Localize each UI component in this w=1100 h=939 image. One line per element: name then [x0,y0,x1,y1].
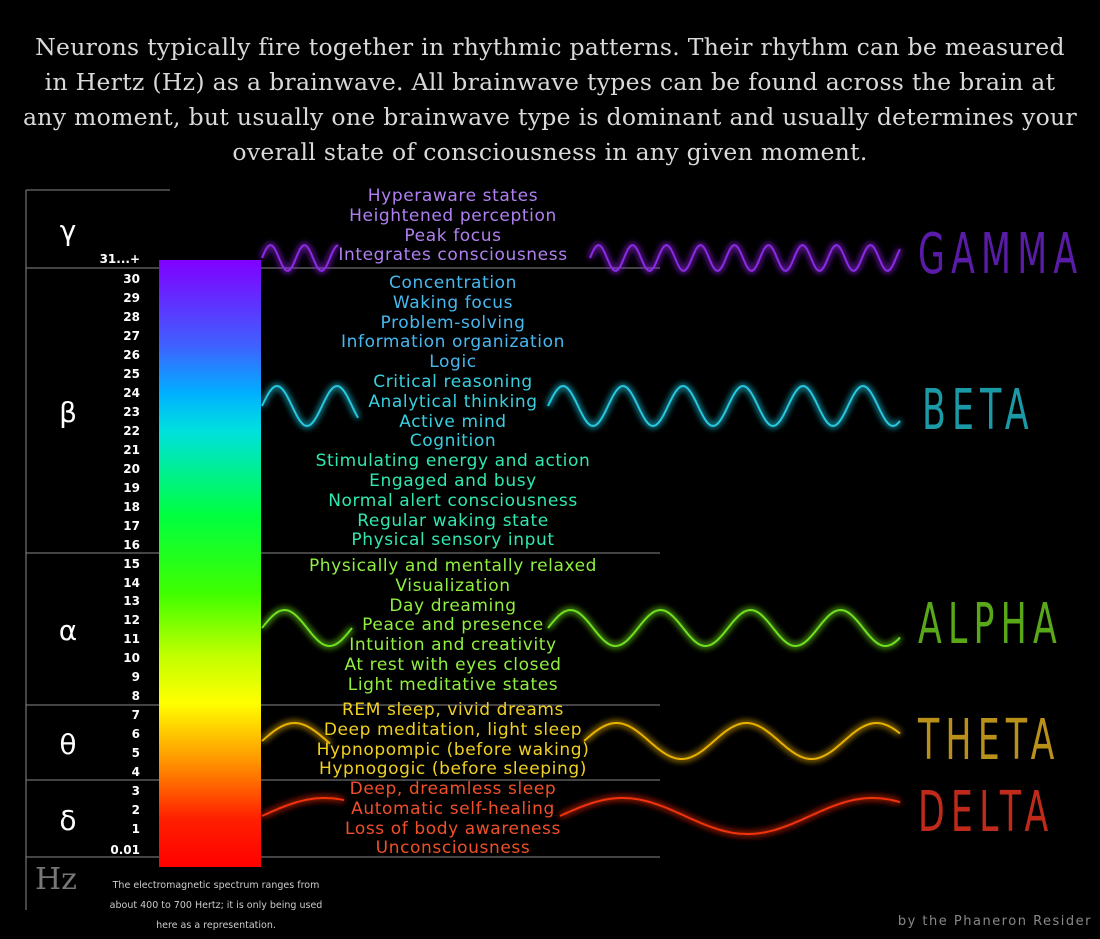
tick-label: 23 [123,404,140,419]
wave-delta [261,797,345,817]
description-alpha: Physically and mentally relaxed [308,556,598,576]
wave-label-theta: THETA [918,708,1061,773]
description-alpha: Visualization [395,575,511,596]
tick-label: 19 [123,480,140,495]
description-alpha: Peace and presence [362,615,544,636]
greek-symbol-gamma: γ [59,214,77,247]
tick-label: 5 [131,746,140,761]
color-spectrum-bar [159,260,261,867]
tick-label: 25 [123,366,140,381]
description-delta: Deep, dreamless sleep [349,779,557,799]
description-alpha: At rest with eyes closed [344,655,562,675]
wave-gamma [589,244,901,272]
description-alpha: Day dreaming [389,595,517,616]
description-beta: Concentration [388,273,518,293]
description-beta: Problem-solving [380,312,526,333]
description-delta: Automatic self-healing [351,798,555,819]
description-theta: REM sleep, vivid dreams [342,700,564,720]
tick-label: 0.01 [110,843,140,857]
tick-label: 13 [123,594,140,609]
description-beta: Engaged and busy [369,471,537,491]
tick-label: 20 [123,461,140,476]
description-beta: Stimulating energy and action [315,451,591,472]
greek-symbol-delta: δ [59,804,77,837]
greek-symbol-beta: β [59,396,77,429]
tick-label: 27 [123,328,140,343]
description-alpha: Light meditative states [347,674,559,695]
tick-label: 9 [131,670,140,685]
wave-label-gamma: GAMMA [918,222,1084,287]
wave-label-beta: BETA [922,378,1035,443]
tick-label: 12 [123,613,140,628]
description-theta: Hypnopompic (before waking) [316,739,590,760]
wave-theta [583,722,901,760]
description-beta: Physical sensory input [351,530,555,551]
wave-beta [547,385,901,427]
tick-label: 31...+ [99,252,140,266]
tick-label: 18 [123,499,140,514]
tick-label: 28 [123,309,140,324]
intro-paragraph: Neurons typically fire together in rhyth… [22,33,1078,166]
wave-alpha [261,608,353,648]
description-beta: Analytical thinking [368,391,538,412]
tick-label: 14 [123,575,140,590]
wave-label-delta: DELTA [918,780,1055,845]
tick-label: 24 [123,385,140,400]
hz-unit-label: Hz [35,862,77,897]
wave-beta [261,385,359,427]
description-delta: Loss of body awareness [345,818,561,839]
tick-label: 29 [123,290,140,305]
tick-label: 1 [131,822,140,837]
tick-label: 21 [123,442,140,457]
spectrum-note: The electromagnetic spectrum ranges from… [109,880,323,931]
description-alpha: Intuition and creativity [349,635,557,656]
tick-label: 16 [123,537,140,552]
tick-label: 30 [123,272,140,286]
wave-gamma [261,244,339,272]
tick-label: 2 [131,803,140,818]
description-beta: Normal alert consciousness [328,490,578,511]
tick-label: 10 [123,651,140,666]
wave-label-alpha: ALPHA [918,592,1063,657]
description-gamma: Integrates consciousness [338,245,568,266]
wave-theta [261,722,331,745]
tick-label: 26 [123,347,140,362]
description-theta: Hypnogogic (before sleeping) [318,759,588,780]
description-beta: Logic [429,352,477,373]
tick-label: 6 [131,727,140,742]
description-beta: Waking focus [392,292,514,313]
description-beta: Cognition [409,431,497,452]
description-gamma: Hyperaware states [367,186,539,206]
description-gamma: Peak focus [404,225,502,246]
tick-label: 17 [123,518,140,533]
credit-text: by the Phaneron Resider [897,914,1092,929]
greek-symbol-theta: θ [59,728,77,761]
tick-label: 22 [123,423,140,438]
tick-label: 3 [131,784,140,799]
description-gamma: Heightened perception [349,205,557,226]
greek-symbol-alpha: α [58,614,78,647]
tick-label: 8 [131,689,140,704]
tick-label: 4 [131,765,140,780]
description-theta: Deep meditation, light sleep [323,719,583,740]
description-beta: Active mind [399,411,507,432]
description-beta: Critical reasoning [373,372,533,392]
wave-alpha [547,608,901,648]
description-beta: Regular waking state [357,510,549,531]
description-beta: Information organization [341,332,565,353]
tick-label: 7 [131,708,140,723]
tick-label: 11 [123,632,140,647]
wave-delta [559,797,901,835]
description-delta: Unconsciousness [375,838,531,859]
tick-label: 15 [123,556,140,571]
